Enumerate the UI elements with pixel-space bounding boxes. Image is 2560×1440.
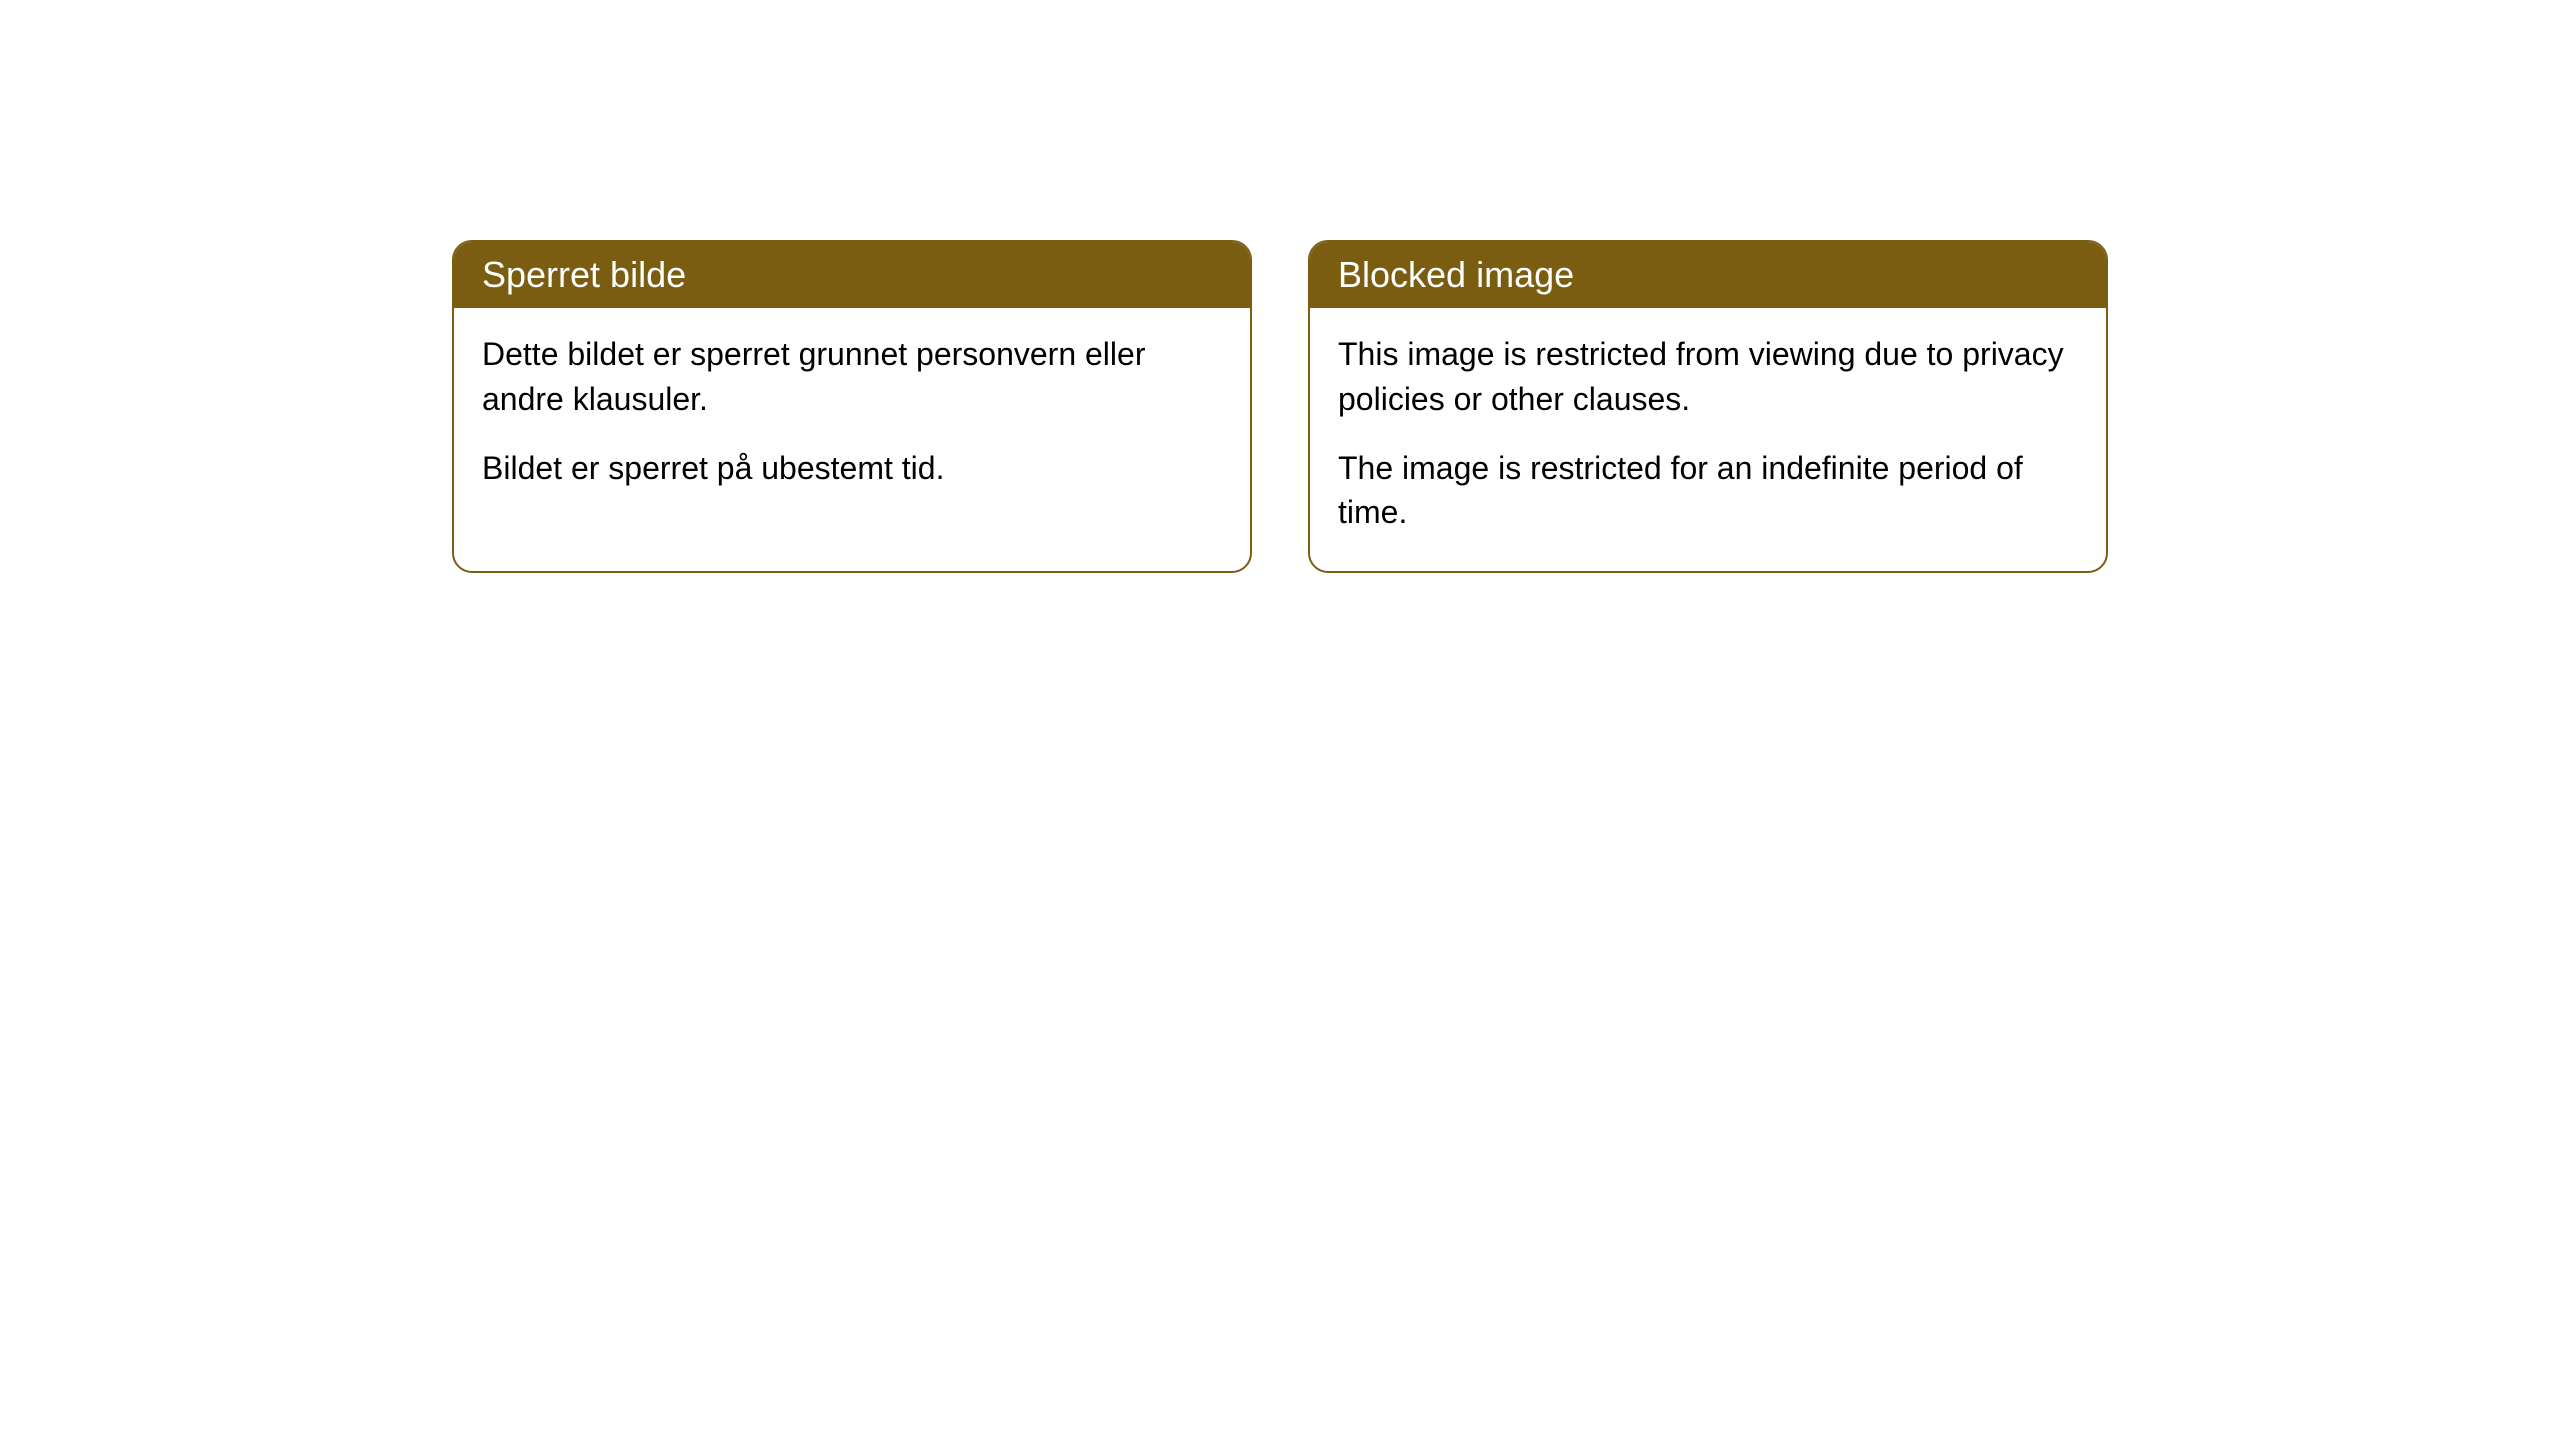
card-text-line-1: Dette bildet er sperret grunnet personve… [482,332,1222,422]
notice-card-english: Blocked image This image is restricted f… [1308,240,2108,573]
card-body-norwegian: Dette bildet er sperret grunnet personve… [454,308,1250,526]
notice-card-norwegian: Sperret bilde Dette bildet er sperret gr… [452,240,1252,573]
card-body-english: This image is restricted from viewing du… [1310,308,2106,571]
card-title: Sperret bilde [482,254,686,295]
card-text-line-2: Bildet er sperret på ubestemt tid. [482,446,1222,491]
card-title: Blocked image [1338,254,1574,295]
card-text-line-1: This image is restricted from viewing du… [1338,332,2078,422]
card-header-norwegian: Sperret bilde [454,242,1250,308]
card-header-english: Blocked image [1310,242,2106,308]
card-text-line-2: The image is restricted for an indefinit… [1338,446,2078,536]
notice-cards-container: Sperret bilde Dette bildet er sperret gr… [452,240,2108,573]
